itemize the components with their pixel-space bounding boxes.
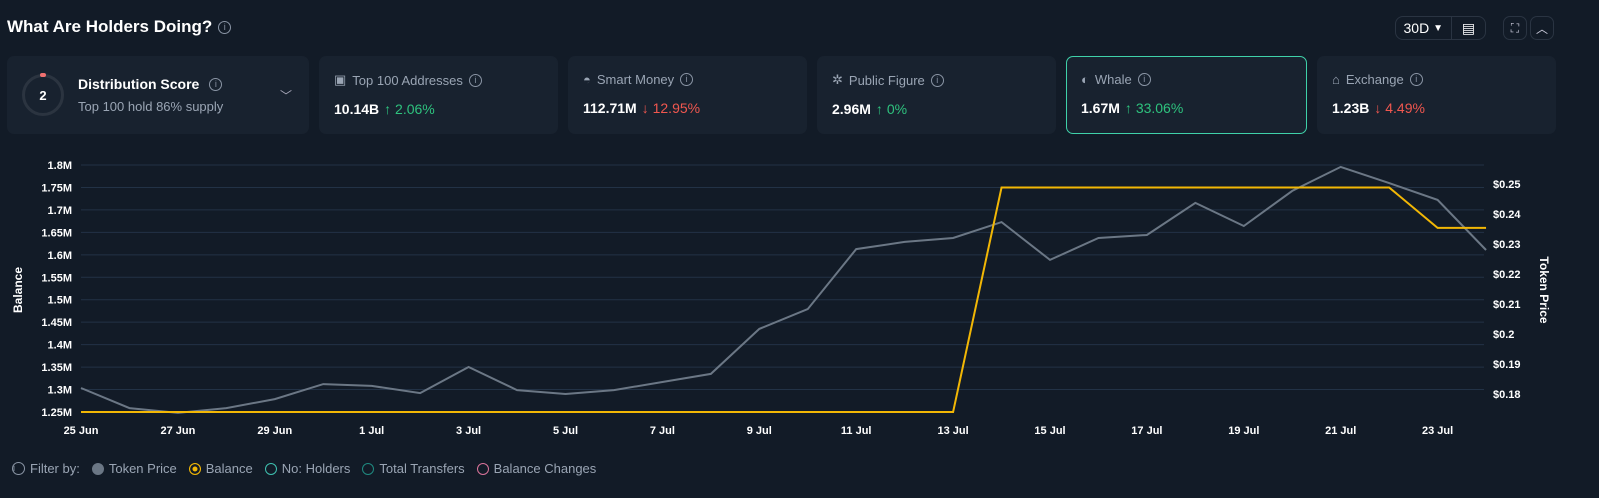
card-whale[interactable]: ◐ Whale i 1.67M ↑ 33.06% — [1066, 56, 1307, 134]
public-figure-icon: ✲ — [832, 72, 843, 87]
whale-icon: ◐ — [1081, 72, 1089, 87]
legend-dot — [188, 462, 201, 475]
calendar-icon[interactable]: ▤ — [1451, 17, 1485, 39]
legend-item[interactable]: Balance Changes — [476, 461, 596, 476]
y-tick-label: 1.3M — [48, 385, 72, 397]
y2-tick-label: $0.21 — [1493, 299, 1521, 311]
x-tick-label: 23 Jul — [1422, 425, 1453, 437]
chevron-up-icon[interactable]: ︿ — [1530, 16, 1554, 40]
y2-tick-label: $0.19 — [1493, 359, 1521, 371]
info-icon[interactable]: i — [1137, 73, 1151, 86]
y2-tick-label: $0.22 — [1493, 269, 1521, 281]
y2-tick-label: $0.25 — [1493, 179, 1521, 191]
y2-axis-label: Token Price — [1537, 256, 1551, 323]
legend-item[interactable]: Balance — [188, 461, 253, 476]
caret-down-icon: ▼ — [1433, 22, 1443, 34]
y2-tick-label: $0.24 — [1493, 209, 1521, 221]
info-icon[interactable]: i — [930, 73, 944, 87]
info-icon[interactable]: i — [218, 20, 232, 34]
smart-money-icon: ◓ — [583, 72, 591, 87]
y-tick-label: 1.6M — [48, 250, 72, 262]
range-selector[interactable]: 30D ▼ ▤ — [1394, 16, 1486, 40]
change-badge: ↑ 33.06% — [1124, 100, 1184, 116]
change-badge: ↑ 0% — [875, 101, 908, 117]
y-tick-label: 1.45M — [41, 317, 72, 329]
bank-icon: ⌂ — [1332, 72, 1340, 87]
y-tick-label: 1.5M — [48, 295, 72, 307]
page-title: What Are Holders Doing? i — [7, 17, 232, 37]
info-icon: i — [12, 462, 25, 475]
change-badge: ↓ 4.49% — [1374, 100, 1425, 116]
info-icon[interactable]: i — [209, 77, 223, 91]
y2-tick-label: $0.2 — [1493, 329, 1514, 341]
card-exchange[interactable]: ⌂ Exchange i 1.23B ↓ 4.49% — [1317, 56, 1556, 134]
legend-item[interactable]: Token Price — [91, 461, 177, 476]
x-tick-label: 29 Jun — [257, 425, 292, 437]
y-tick-label: 1.8M — [48, 160, 72, 172]
x-tick-label: 15 Jul — [1034, 425, 1065, 437]
card-top-100-addresses[interactable]: ▣ Top 100 Addresses i 10.14B ↑ 2.06% — [319, 56, 558, 134]
x-tick-label: 17 Jul — [1131, 425, 1162, 437]
change-badge: ↑ 2.06% — [384, 101, 435, 117]
y-axis-label: Balance — [11, 267, 25, 313]
x-tick-label: 9 Jul — [747, 425, 772, 437]
y-tick-label: 1.35M — [41, 362, 72, 374]
legend: i Filter by: Token Price Balance No: Holder… — [12, 461, 597, 476]
x-tick-label: 11 Jul — [841, 425, 872, 437]
x-tick-label: 19 Jul — [1228, 425, 1259, 437]
x-tick-label: 25 Jun — [64, 425, 99, 437]
x-tick-label: 1 Jul — [359, 425, 384, 437]
y2-tick-label: $0.23 — [1493, 239, 1521, 251]
card-public-figure[interactable]: ✲ Public Figure i 2.96M ↑ 0% — [817, 56, 1056, 134]
info-icon[interactable]: i — [1409, 73, 1423, 86]
info-icon[interactable]: i — [680, 73, 694, 86]
legend-item[interactable]: Total Transfers — [362, 461, 465, 476]
x-tick-label: 21 Jul — [1325, 425, 1356, 437]
change-badge: ↓ 12.95% — [641, 100, 701, 116]
x-tick-label: 7 Jul — [650, 425, 675, 437]
y-tick-label: 1.55M — [41, 272, 72, 284]
legend-dot — [476, 462, 489, 475]
x-tick-label: 3 Jul — [456, 425, 481, 437]
legend-dot — [91, 462, 104, 475]
range-dropdown[interactable]: 30D ▼ — [1403, 20, 1443, 36]
legend-dot — [264, 462, 277, 475]
y-tick-label: 1.65M — [41, 227, 72, 239]
y2-tick-label: $0.18 — [1493, 389, 1521, 401]
x-tick-label: 5 Jul — [553, 425, 578, 437]
money-icon: ▣ — [334, 72, 347, 87]
y-tick-label: 1.7M — [48, 205, 72, 217]
series-line-balance — [81, 186, 1487, 413]
fullscreen-icon[interactable]: ⛶ — [1503, 16, 1527, 40]
chart: 1.25M 1.3M 1.35M 1.4M 1.45M 1.5M 1.55M 1.6M 1.65… — [11, 160, 1551, 437]
info-icon[interactable]: i — [468, 73, 482, 87]
series-line-token-price — [80, 165, 1487, 414]
y-tick-label: 1.25M — [41, 407, 72, 419]
legend-dot — [362, 462, 375, 475]
legend-item[interactable]: No: Holders — [264, 461, 350, 476]
x-tick-label: 27 Jun — [160, 425, 195, 437]
y-tick-label: 1.75M — [41, 182, 72, 194]
y-tick-label: 1.4M — [48, 340, 72, 352]
card-smart-money[interactable]: ◓ Smart Money i 112.71M ↓ 12.95% — [568, 56, 807, 134]
x-tick-label: 13 Jul — [938, 425, 969, 437]
chevron-down-icon[interactable]: ﹀ — [279, 88, 292, 103]
distribution-score-card[interactable]: 2 Distribution Score i Top 100 hold 86% s… — [7, 56, 309, 134]
score-ring: 2 — [22, 73, 64, 116]
